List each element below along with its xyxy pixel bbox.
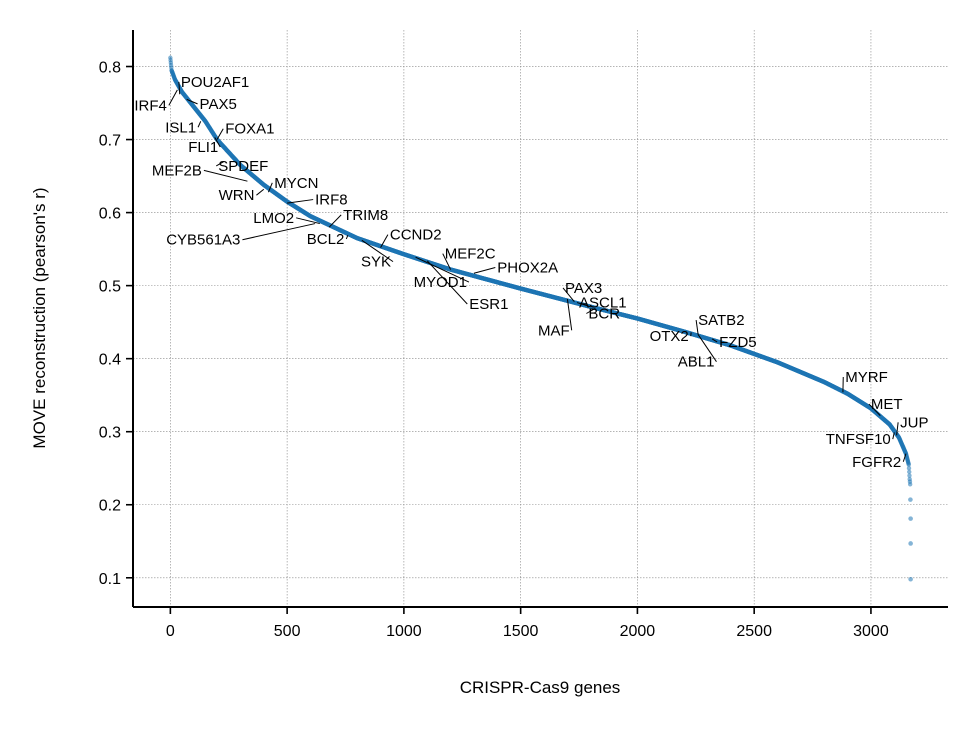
annotation-leader-line <box>197 121 202 128</box>
x-tick-label: 3000 <box>853 623 889 640</box>
gene-label: FLI1 <box>188 139 218 156</box>
gene-label: OTX2 <box>650 328 689 345</box>
gene-label: MEF2C <box>445 246 496 263</box>
annotation-leader-line <box>215 161 225 167</box>
gene-label: ESR1 <box>469 296 508 313</box>
annotation-leader-line <box>697 334 717 362</box>
y-tick-label: 0.3 <box>99 425 121 442</box>
annotation-leader-line <box>242 223 316 241</box>
gene-label: CYB561A3 <box>166 232 240 249</box>
gene-label: TRIM8 <box>343 207 388 224</box>
gene-label: MAF <box>538 322 570 339</box>
annotation-leader-line <box>267 182 273 193</box>
outlier-point <box>908 541 913 546</box>
annotation-leader-line <box>566 298 573 331</box>
x-tick-label: 1500 <box>503 623 539 640</box>
gene-label: PAX3 <box>565 280 602 297</box>
y-tick-label: 0.5 <box>99 279 121 296</box>
annotation-leader-line <box>586 307 596 314</box>
gene-label: SYK <box>361 254 391 271</box>
gene-label: CCND2 <box>390 227 442 244</box>
annotation-leader-line <box>345 235 349 240</box>
data-point <box>907 473 912 478</box>
annotation-leader-line <box>203 169 248 182</box>
y-tick-label: 0.7 <box>99 133 121 150</box>
x-tick-label: 0 <box>166 623 175 640</box>
outlier-point <box>908 516 913 521</box>
gene-label: PAX5 <box>200 96 237 113</box>
annotation-leader-line <box>287 199 314 204</box>
annotation-leader-line <box>328 214 342 228</box>
annotation-leader-line <box>186 98 198 105</box>
gene-label: BCL2 <box>307 231 345 248</box>
gene-label: ASCL1 <box>579 295 627 312</box>
gene-label: MEF2B <box>152 162 202 179</box>
data-point <box>907 482 913 487</box>
annotation-leader-line <box>216 128 224 140</box>
gene-label: MET <box>871 396 903 413</box>
data-point <box>906 462 911 467</box>
gene-label: ISL1 <box>165 119 196 136</box>
gene-label: SPDEF <box>218 158 268 175</box>
outlier-point <box>908 576 913 582</box>
y-axis-title: MOVE reconstruction (pearson's r) <box>30 187 49 448</box>
annotation-leader-line <box>214 137 221 148</box>
grid-lines <box>133 30 948 607</box>
gene-label: ABL1 <box>678 354 715 371</box>
gene-label: SATB2 <box>698 312 744 329</box>
gene-label: TNFSF10 <box>826 431 891 448</box>
gene-label: JUP <box>900 414 928 431</box>
annotation-leader-line <box>473 267 496 274</box>
y-tick-label: 0.6 <box>99 206 121 223</box>
annotation-leader-line <box>896 422 899 436</box>
y-tick-label: 0.1 <box>99 571 121 588</box>
gene-label: WRN <box>219 187 255 204</box>
y-tick-label: 0.2 <box>99 498 121 515</box>
annotation-leader-line <box>415 256 470 283</box>
gene-label: BCR <box>588 306 620 323</box>
gene-label: FOXA1 <box>225 121 274 138</box>
annotation-leader-line <box>168 89 178 106</box>
x-tick-label: 500 <box>274 623 301 640</box>
annotation-leader-line <box>361 239 394 263</box>
annotation-leader-line <box>902 453 907 462</box>
data-points <box>168 55 913 582</box>
y-tick-label: 0.8 <box>99 60 121 77</box>
annotation-leader-line <box>562 287 575 303</box>
annotation-leader-line <box>868 403 881 416</box>
annotation-leader-line <box>695 320 699 335</box>
gene-label: FZD5 <box>719 334 757 351</box>
x-tick-label: 2500 <box>736 623 772 640</box>
data-point <box>906 466 912 471</box>
annotation-leader-line <box>178 81 181 95</box>
x-tick-label: 1000 <box>386 623 422 640</box>
gene-label: LMO2 <box>253 210 294 227</box>
x-axis-title: CRISPR-Cas9 genes <box>460 678 621 697</box>
gene-label: MYOD1 <box>414 274 467 291</box>
gene-label: PHOX2A <box>497 259 558 276</box>
annotation-leader-line <box>256 188 265 196</box>
gene-label: POU2AF1 <box>181 74 249 91</box>
gene-label: IRF4 <box>134 97 167 114</box>
x-tick-label: 2000 <box>620 623 656 640</box>
outlier-point <box>908 497 913 502</box>
annotation-leader-line <box>380 234 389 248</box>
annotation-leader-line <box>296 217 320 225</box>
gene-label: MYRF <box>845 369 888 386</box>
gene-label: MYCN <box>274 175 318 192</box>
annotation-leader-line <box>711 338 718 343</box>
annotation-leader-line <box>426 260 468 305</box>
annotation-leader-line <box>892 432 895 440</box>
y-tick-label: 0.4 <box>99 352 121 369</box>
gene-label: IRF8 <box>315 192 348 209</box>
gene-label: FGFR2 <box>852 454 901 471</box>
data-point <box>907 469 912 475</box>
annotation-leader-line <box>442 253 452 270</box>
axes: 0 500 1000 1500 2000 2500 3000 0.1 0.2 0.3 0.4 0.5 0… <box>99 30 948 640</box>
annotation-leader-line <box>576 302 591 308</box>
